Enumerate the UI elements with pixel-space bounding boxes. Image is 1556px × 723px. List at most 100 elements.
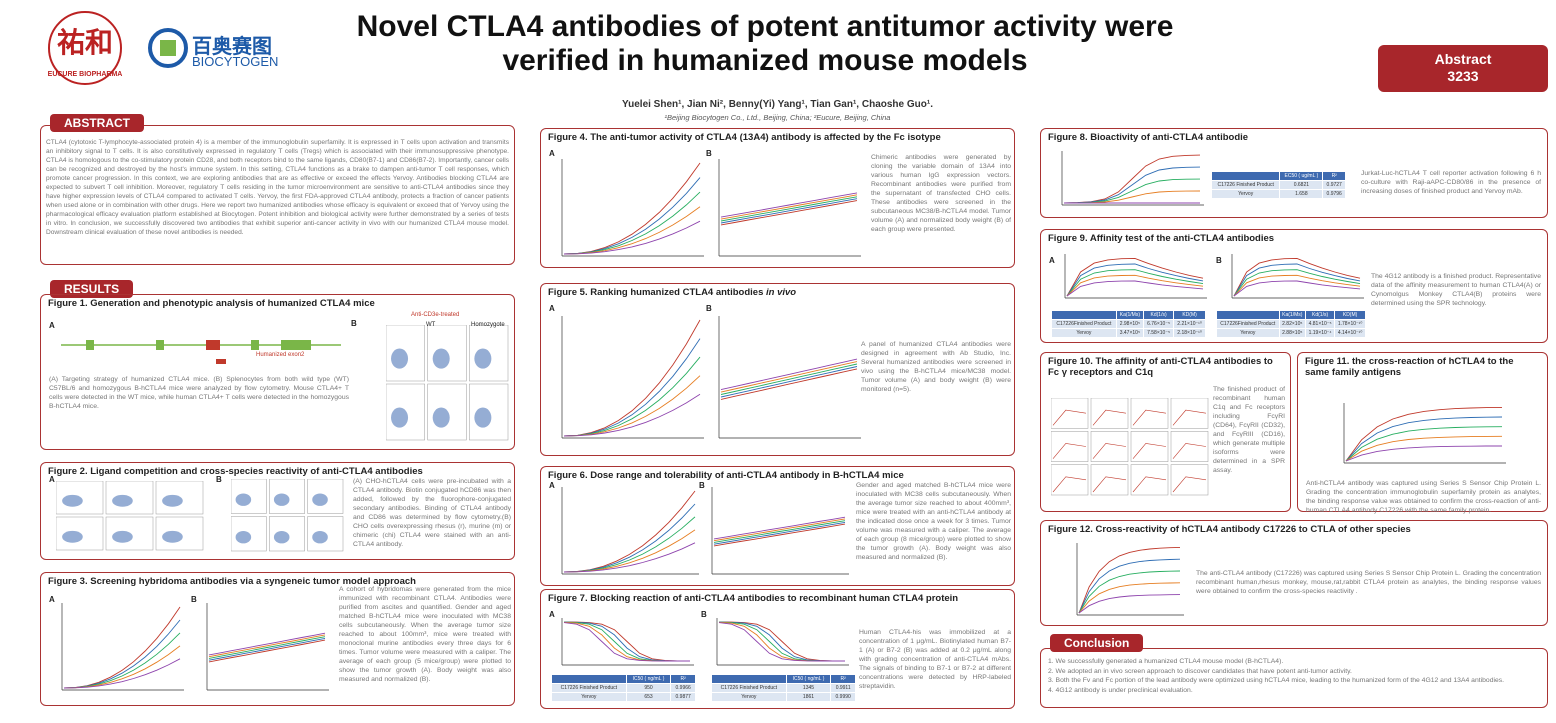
- panel-label: B: [216, 475, 222, 484]
- panel-label: A: [1049, 256, 1055, 265]
- figure-image: [1076, 543, 1184, 616]
- panel-label: B: [706, 149, 712, 158]
- table-cell: 1861: [785, 692, 832, 702]
- figure-image: [716, 618, 849, 666]
- table-row: C17226 Finished Product 1345 0.9911: [711, 683, 856, 693]
- abstract-badge: Abstract 3233: [1378, 45, 1548, 92]
- logo2-icon: [148, 28, 188, 68]
- table-cell: Kd(1/s): [1143, 310, 1175, 320]
- table-cell: 2.21×10⁻¹⁰: [1173, 319, 1206, 329]
- table-cell: Kd(1/s): [1304, 310, 1336, 320]
- figure-title: Figure 8. Bioactivity of anti-CTLA4 anti…: [1048, 132, 1538, 143]
- data-table: IC50 ( ng/mL ) R² C17226 Finished Product 1…: [711, 674, 856, 702]
- figure-caption: Chimeric antibodies were generated by cl…: [871, 154, 1011, 233]
- title-line: verified in humanized mouse models: [502, 44, 1028, 77]
- figure-title-text: Figure 6. Dose range and tolerability of…: [548, 470, 904, 481]
- figure-title: Figure 5. Ranking humanized CTLA4 antibo…: [548, 287, 1008, 298]
- panel-label: A: [549, 481, 555, 490]
- figure-label: Homozygote: [471, 322, 505, 328]
- figure-image: [718, 316, 861, 439]
- figure-box: Figure 1. Generation and phenotypic anal…: [40, 294, 515, 450]
- figure-label: Humanized exon2: [256, 352, 305, 358]
- figure-title: Figure 7. Blocking reaction of anti-CTLA…: [548, 593, 1008, 604]
- table-row: Yervoy 653 0.9877: [551, 692, 696, 702]
- figure-caption: A panel of humanized CTLA4 antibodies we…: [861, 341, 1011, 393]
- table-row: C17226 Finished Product 0.6821 0.9727: [1210, 180, 1346, 190]
- panel-label: B: [351, 319, 357, 328]
- table-row: IC50 ( ng/mL ) R²: [711, 674, 856, 684]
- figure-caption: The finished product of recombinant huma…: [1213, 386, 1285, 474]
- figure-caption: (A) CHO-hCTLA4 cells were pre-incubated …: [353, 478, 511, 548]
- figure-caption: Human CTLA4-his was immobilized at a con…: [859, 629, 1011, 690]
- figure-title-text: Figure 2. Ligand competition and cross-s…: [48, 466, 423, 477]
- logo1: 祐和 EUCURE BIOPHARMA: [48, 11, 122, 85]
- figure-image: [561, 159, 704, 257]
- table-cell: 0.9877: [670, 692, 696, 702]
- panel-label: A: [49, 475, 55, 484]
- table-cell: 950: [625, 683, 672, 693]
- figure-title: Figure 1. Generation and phenotypic anal…: [48, 298, 508, 309]
- figure-title-text: Figure 10. The affinity of anti-CTLA4 an…: [1048, 356, 1273, 378]
- figure-caption: A cohort of hybridomas were generated fr…: [339, 586, 511, 683]
- conclusion-item: 1. We successfully generated a humanized…: [1048, 658, 1284, 665]
- panel-label: B: [191, 595, 197, 604]
- figure-image: [1231, 254, 1364, 299]
- figure-image: [386, 325, 509, 441]
- table-cell: 7.58×10⁻⁵: [1143, 328, 1175, 338]
- figure-title-text: Figure 12. Cross-reactivity of hCTLA4 an…: [1048, 524, 1411, 535]
- figure-box: Figure 4. The anti-tumor activity of CTL…: [540, 128, 1015, 268]
- figure-image: [1051, 398, 1209, 496]
- figure-title-text: Figure 11. the cross-reaction of hCTLA4 …: [1305, 356, 1514, 378]
- figure-image: [61, 603, 184, 691]
- table-cell: [1216, 310, 1280, 320]
- table-cell: Yervoy: [1216, 328, 1280, 338]
- figure-image: [561, 618, 694, 666]
- figure-title: Figure 9. Affinity test of the anti-CTLA…: [1048, 233, 1538, 244]
- figure-title: Figure 4. The anti-tumor activity of CTL…: [548, 132, 1008, 143]
- figure-caption: The 4G12 antibody is a finished product.…: [1371, 273, 1541, 307]
- table-cell: Ka(1/Ms): [1278, 310, 1306, 320]
- table-row: EC50 ( ug/mL ) R²: [1210, 171, 1346, 181]
- figure-box: Figure 7. Blocking reaction of anti-CTLA…: [540, 589, 1015, 709]
- figure-caption: The anti-CTLA4 antibody (C17226) was cap…: [1196, 570, 1541, 595]
- table-row: Yervoy 3.47×10⁵ 7.58×10⁻⁵ 2.18×10⁻¹⁰: [1051, 328, 1206, 338]
- table-row: Yervoy 1861 0.9990: [711, 692, 856, 702]
- figure-image: [561, 316, 704, 439]
- table-cell: R²: [830, 674, 856, 684]
- affiliation: ¹Beijing Biocytogen Co., Ltd., Beijing, …: [664, 113, 891, 122]
- table-cell: 2.82×10⁵: [1278, 319, 1306, 329]
- figure-image: [718, 159, 861, 257]
- table-cell: IC50 ( ng/mL ): [625, 674, 672, 684]
- conclusion-list: 1. We successfully generated a humanized…: [1048, 657, 1538, 695]
- panel-label: B: [1216, 256, 1222, 265]
- table-row: C17226Finished Product 2.82×10⁵ 4.81×10⁻⁵ 1…: [1216, 319, 1366, 329]
- figure-title: Figure 2. Ligand competition and cross-s…: [48, 466, 508, 477]
- conclusion-item: 4. 4G12 antibody is under preclinical ev…: [1048, 686, 1193, 694]
- data-table: Ka(1/Ms) Kd(1/s) KD(M) C17226Finished Produ…: [1051, 310, 1206, 338]
- table-cell: 2.18×10⁻¹⁰: [1173, 328, 1206, 338]
- table-cell: 1.658: [1279, 189, 1324, 199]
- figure-title: Figure 12. Cross-reactivity of hCTLA4 an…: [1048, 524, 1538, 535]
- logo2-cn: 百奥赛图: [192, 36, 272, 58]
- figure-title-text: Figure 8. Bioactivity of anti-CTLA4 anti…: [1048, 132, 1249, 143]
- data-table: IC50 ( ng/mL ) R² C17226 Finished Product 9…: [551, 674, 696, 702]
- table-cell: 6.76×10⁻⁵: [1143, 319, 1175, 329]
- logo2-en: BIOCYTOGEN: [192, 54, 279, 69]
- table-row: IC50 ( ng/mL ) R²: [551, 674, 696, 684]
- table-cell: R²: [670, 674, 696, 684]
- table-cell: Yervoy: [551, 692, 627, 702]
- table-cell: 0.9796: [1322, 189, 1346, 199]
- table-cell: Yervoy: [1210, 189, 1281, 199]
- figure-box: Figure 9. Affinity test of the anti-CTLA…: [1040, 229, 1548, 343]
- panel-label: B: [701, 610, 707, 619]
- table-cell: 2.98×10⁵: [1115, 319, 1145, 329]
- section-heading: Conclusion: [1050, 634, 1144, 652]
- table-cell: C17226Finished Product: [1051, 319, 1117, 329]
- table-row: Ka(1/Ms) Kd(1/s) KD(M): [1216, 310, 1366, 320]
- figure-box: Figure 10. The affinity of anti-CTLA4 an…: [1040, 352, 1291, 512]
- figure-title: Figure 6. Dose range and tolerability of…: [548, 470, 1008, 481]
- table-cell: 2.88×10⁵: [1278, 328, 1306, 338]
- figure-title-text: Figure 9. Affinity test of the anti-CTLA…: [1048, 233, 1275, 244]
- figure-box: Figure 11. the cross-reaction of hCTLA4 …: [1297, 352, 1548, 514]
- figure-title-text: Figure 7. Blocking reaction of anti-CTLA…: [548, 593, 959, 604]
